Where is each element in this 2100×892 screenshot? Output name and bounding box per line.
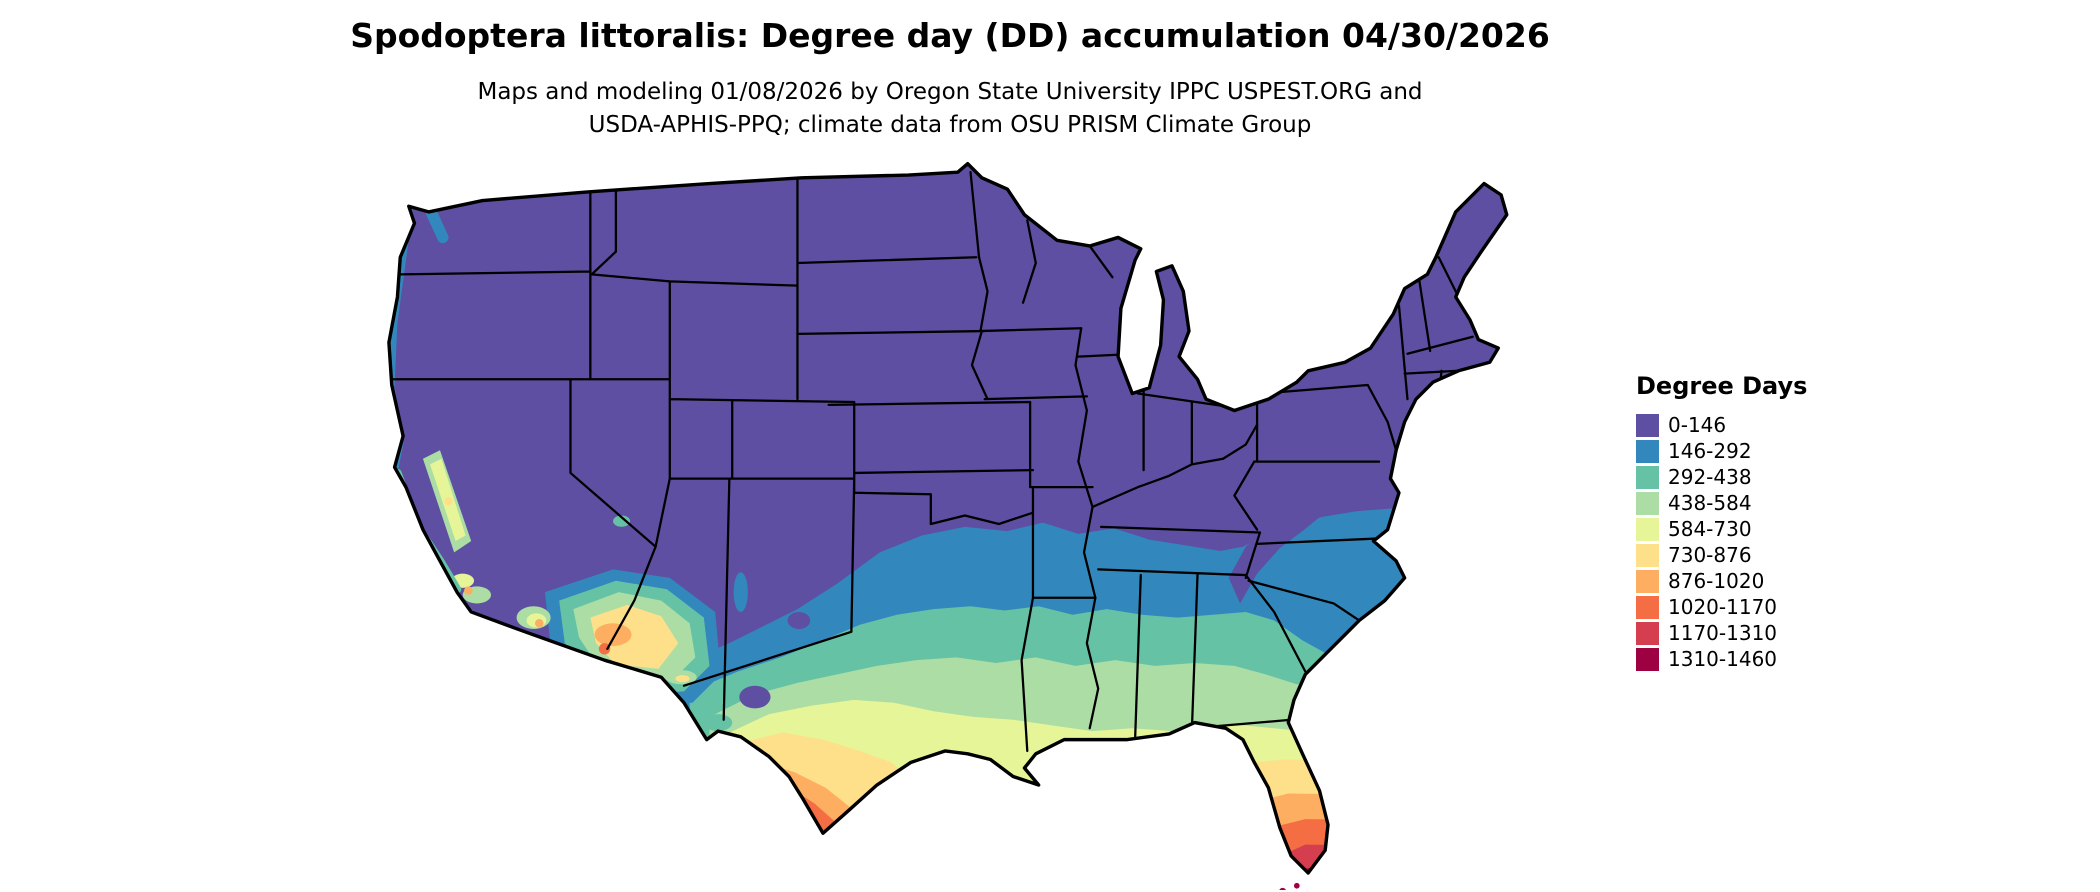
legend-row: 1170-1310 bbox=[1636, 620, 1956, 646]
subtitle-line-1: Maps and modeling 01/08/2026 by Oregon S… bbox=[477, 79, 1423, 105]
legend: Degree Days 0-146 146-292 292-438 438-58… bbox=[1636, 372, 1956, 672]
phoenix-hot-spot bbox=[594, 623, 632, 646]
legend-swatch bbox=[1636, 491, 1659, 515]
dd-band-1020-1170 bbox=[786, 785, 1507, 873]
legend-label: 1170-1310 bbox=[1668, 621, 1778, 645]
legend-row: 1020-1170 bbox=[1636, 594, 1956, 620]
legend-label: 1020-1170 bbox=[1668, 595, 1778, 619]
legend-swatch bbox=[1636, 647, 1659, 671]
legend-swatch bbox=[1636, 465, 1659, 489]
imperial-valley-orange bbox=[535, 619, 544, 628]
az-warm-yellow bbox=[590, 604, 679, 669]
nm-valley-blue-sliver bbox=[733, 572, 748, 612]
appalachian-cool-ridge bbox=[1228, 504, 1326, 604]
legend-row: 584-730 bbox=[1636, 516, 1956, 542]
legend-swatch bbox=[1636, 517, 1659, 541]
rio-grande-nm-yellow bbox=[675, 675, 690, 683]
legend-label: 146-292 bbox=[1668, 439, 1752, 463]
legend-swatch bbox=[1636, 621, 1659, 645]
central-valley-yellow-spot bbox=[444, 497, 453, 506]
legend-swatch bbox=[1636, 543, 1659, 567]
big-bend-teal-spot bbox=[703, 714, 733, 732]
legend-row: 876-1020 bbox=[1636, 568, 1956, 594]
map-container bbox=[285, 158, 1605, 892]
us-degree-day-map bbox=[387, 161, 1509, 892]
legend-label: 438-584 bbox=[1668, 491, 1752, 515]
legend-row: 0-146 bbox=[1636, 412, 1956, 438]
legend-row: 146-292 bbox=[1636, 438, 1956, 464]
legend-row: 438-584 bbox=[1636, 490, 1956, 516]
page-subtitle: Maps and modeling 01/08/2026 by Oregon S… bbox=[290, 76, 1610, 143]
subtitle-line-2: USDA-APHIS-PPQ; climate data from OSU PR… bbox=[588, 112, 1312, 139]
las-vegas-spot bbox=[613, 515, 631, 527]
page-title: Spodoptera littoralis: Degree day (DD) a… bbox=[350, 16, 1550, 55]
legend-swatch bbox=[1636, 595, 1659, 619]
state-borders bbox=[388, 171, 1474, 753]
legend-row: 292-438 bbox=[1636, 464, 1956, 490]
legend-label: 0-146 bbox=[1668, 413, 1727, 437]
west-texas-highland-spot bbox=[739, 685, 771, 709]
legend-swatch bbox=[1636, 569, 1659, 593]
florida-keys bbox=[1279, 882, 1300, 892]
guadalupe-highland-spot bbox=[787, 611, 811, 629]
yuma-hot-spot bbox=[598, 643, 611, 655]
legend-row: 1310-1460 bbox=[1636, 646, 1956, 672]
legend-title: Degree Days bbox=[1636, 372, 1808, 400]
legend-label: 584-730 bbox=[1668, 517, 1752, 541]
legend-label: 730-876 bbox=[1668, 543, 1752, 567]
legend-swatch bbox=[1636, 413, 1659, 437]
legend-row: 730-876 bbox=[1636, 542, 1956, 568]
legend-label: 1310-1460 bbox=[1668, 647, 1778, 671]
socal-hot-spot bbox=[464, 586, 473, 595]
legend-swatch bbox=[1636, 439, 1659, 463]
legend-label: 292-438 bbox=[1668, 465, 1752, 489]
dd-band-1310-1460 bbox=[1149, 864, 1507, 873]
us-outline bbox=[387, 161, 1509, 875]
legend-label: 876-1020 bbox=[1668, 569, 1765, 593]
dd-band-730-876 bbox=[740, 732, 1507, 873]
